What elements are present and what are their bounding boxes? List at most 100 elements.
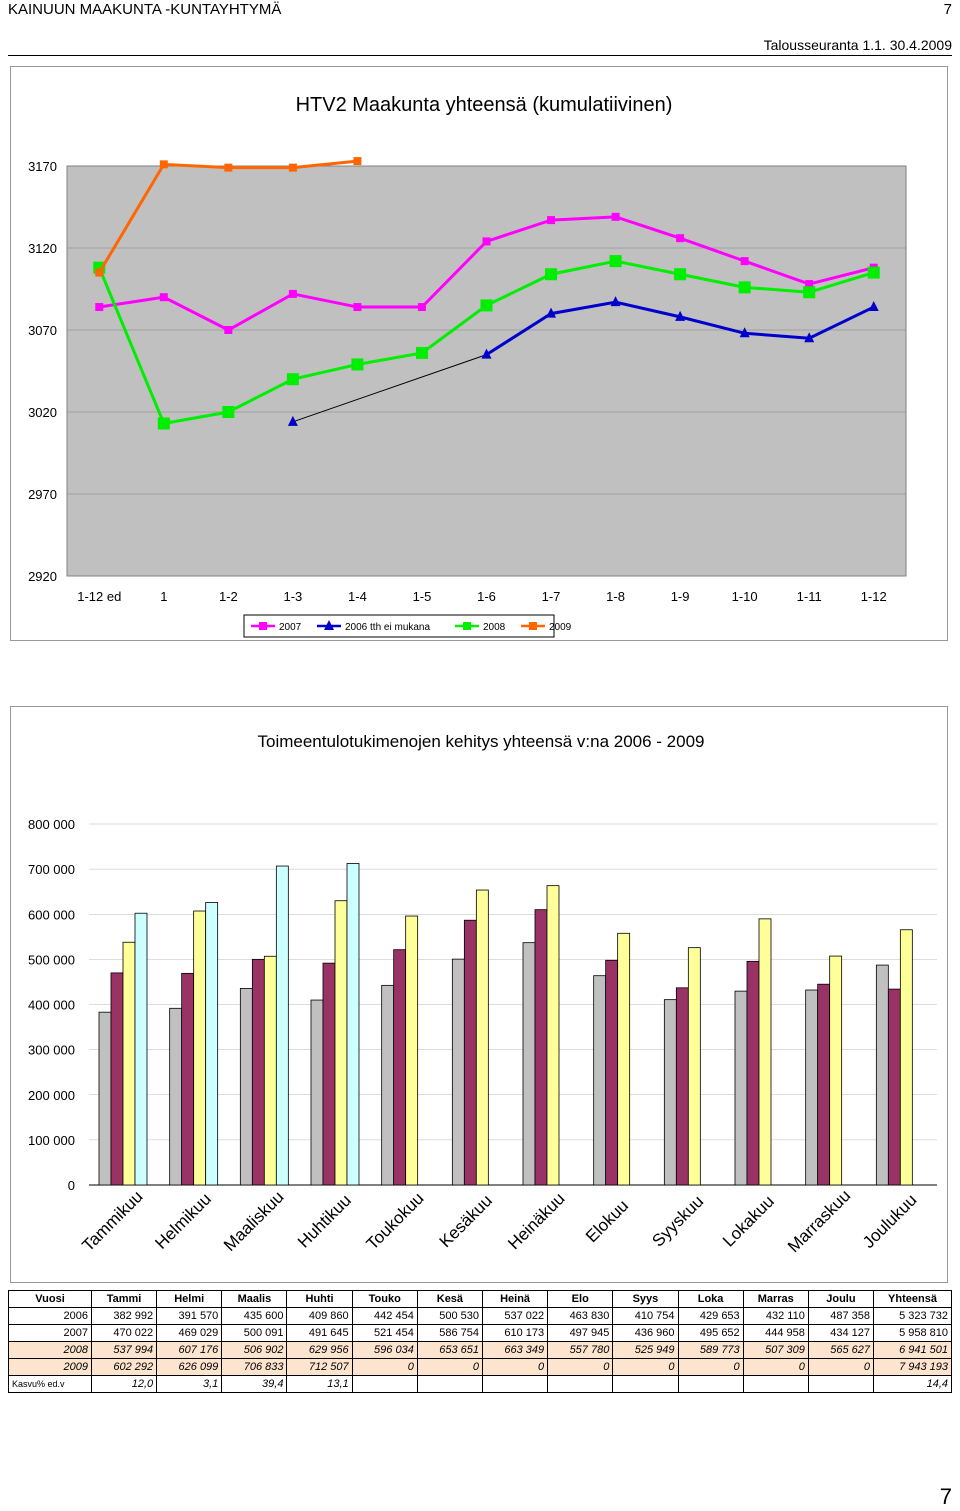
table-cell: 610 173 <box>481 1324 549 1342</box>
table-cell: 2007 <box>8 1324 92 1342</box>
table-cell: 13,1 <box>286 1375 353 1393</box>
bar <box>663 999 677 1186</box>
bar <box>805 989 819 1186</box>
line-x-tick-label: 1-11 <box>797 589 822 604</box>
table-cell: 712 507 <box>286 1358 353 1376</box>
line-y-tick-label: 2920 <box>28 569 57 584</box>
bar <box>275 865 289 1186</box>
table-cell: 432 110 <box>742 1307 809 1325</box>
bar <box>405 915 419 1186</box>
bar <box>451 958 465 1186</box>
table-cell: 557 780 <box>547 1341 614 1359</box>
table-header-cell: Syys <box>612 1290 679 1308</box>
table-header-cell: Maalis <box>221 1290 288 1308</box>
table-cell: 0 <box>742 1358 809 1376</box>
bar-y-tick-label: 100 000 <box>28 1133 75 1148</box>
bar <box>205 902 219 1186</box>
series-point <box>95 268 104 277</box>
bar <box>687 947 701 1186</box>
table-cell: 5 323 732 <box>873 1307 952 1325</box>
table-row: Kasvu% ed.v 12,0 3,1 39,4 13,1 14,4 <box>8 1375 952 1393</box>
line-x-tick-label: 1-12 ed <box>77 589 121 604</box>
table-cell: 3,1 <box>156 1375 223 1393</box>
table-cell <box>547 1375 614 1393</box>
table-cell: 0 <box>677 1358 744 1376</box>
table-cell: 500 530 <box>416 1307 483 1325</box>
series-point <box>415 346 428 359</box>
bar <box>605 959 619 1186</box>
line-y-tick-label: 3170 <box>28 159 57 174</box>
bar <box>758 918 772 1186</box>
bar <box>181 972 195 1186</box>
bar <box>475 889 489 1186</box>
table-header-cell: Elo <box>547 1290 614 1308</box>
table-header-cell: Yhteensä <box>873 1290 952 1308</box>
table-cell: 14,4 <box>873 1375 952 1393</box>
table-cell <box>677 1375 744 1393</box>
series-point <box>288 289 297 298</box>
series-point <box>867 266 880 279</box>
table-cell: 2006 <box>8 1307 92 1325</box>
bar <box>322 962 336 1186</box>
series-point <box>868 301 879 312</box>
series-point <box>740 257 749 266</box>
bar-x-tick-label: Syyskuu <box>648 1192 707 1251</box>
table-cell: 435 600 <box>221 1307 288 1325</box>
series-point <box>222 406 235 418</box>
bar <box>310 999 324 1186</box>
series-point <box>803 286 816 299</box>
line-plot-background <box>66 165 907 577</box>
bar-y-tick-label: 0 <box>68 1178 75 1193</box>
table-cell: 39,4 <box>221 1375 288 1393</box>
table-cell: 469 029 <box>156 1324 223 1342</box>
bar <box>887 988 901 1186</box>
legend-box <box>243 614 555 638</box>
series-point <box>610 296 621 307</box>
table-cell: 463 830 <box>547 1307 614 1325</box>
bar <box>346 863 360 1186</box>
bar-y-tick-label: 800 000 <box>28 817 75 832</box>
series-point <box>288 163 297 172</box>
line-x-tick-label: 1-2 <box>219 589 238 604</box>
table-cell: 506 902 <box>221 1341 288 1359</box>
bar-x-tick-label: Tammikuu <box>78 1187 146 1255</box>
line-chart-legend: 2007 2006 tth ei mukana 2008 2009 <box>243 614 572 638</box>
bar <box>98 1011 112 1186</box>
line-series-2006-tth-ei-mukana <box>287 296 879 426</box>
bar <box>251 958 265 1186</box>
series-point <box>463 622 471 630</box>
table-cell: 495 652 <box>677 1324 744 1342</box>
bar-x-tick-label: Marraskuu <box>784 1186 854 1256</box>
table-cell: 0 <box>547 1358 614 1376</box>
series-point <box>545 268 558 281</box>
table-header-cell: Kesä <box>416 1290 483 1308</box>
bar-chart-plot-area: 800 000 700 000 600 000 500 000 400 000 300 0… <box>28 817 937 1256</box>
table-cell: 626 099 <box>156 1358 223 1376</box>
table-cell: 0 <box>416 1358 483 1376</box>
line-y-tick-label: 3070 <box>28 323 57 338</box>
series-point <box>324 620 334 630</box>
line-x-tick-label: 1 <box>160 589 167 604</box>
table-row: 2008 537 994 607 176 506 902 629 956 596 034 6… <box>8 1341 952 1359</box>
series-point <box>674 268 687 281</box>
legend-item: 2006 tth ei mukana <box>317 620 430 633</box>
series-point <box>609 255 622 268</box>
line-series-2009 <box>95 157 362 277</box>
bar-x-tick-label: Toukokuu <box>363 1189 428 1254</box>
line-x-tick-label: 1-8 <box>606 589 625 604</box>
line-x-tick-label: 1-3 <box>283 589 302 604</box>
table-header-cell: Helmi <box>156 1290 223 1308</box>
series-point <box>159 293 168 302</box>
series-point <box>482 237 491 246</box>
series-point <box>287 415 298 426</box>
bar-x-tick-label: Huhtikuu <box>294 1191 355 1252</box>
bar-chart-title: Toimeentulotukimenojen kehitys yhteensä … <box>257 732 704 751</box>
table-cell: 596 034 <box>351 1341 418 1359</box>
series-point <box>351 358 364 371</box>
legend-item: 2008 <box>455 622 506 633</box>
series-point <box>224 163 233 172</box>
table-row: 2007 470 022 469 029 500 091 491 645 521 454 5… <box>8 1324 952 1342</box>
org-name: KAINUUN MAAKUNTA -KUNTAYHTYMÄ <box>8 1 282 18</box>
table-cell: 409 860 <box>286 1307 353 1325</box>
table-cell: 537 022 <box>481 1307 549 1325</box>
